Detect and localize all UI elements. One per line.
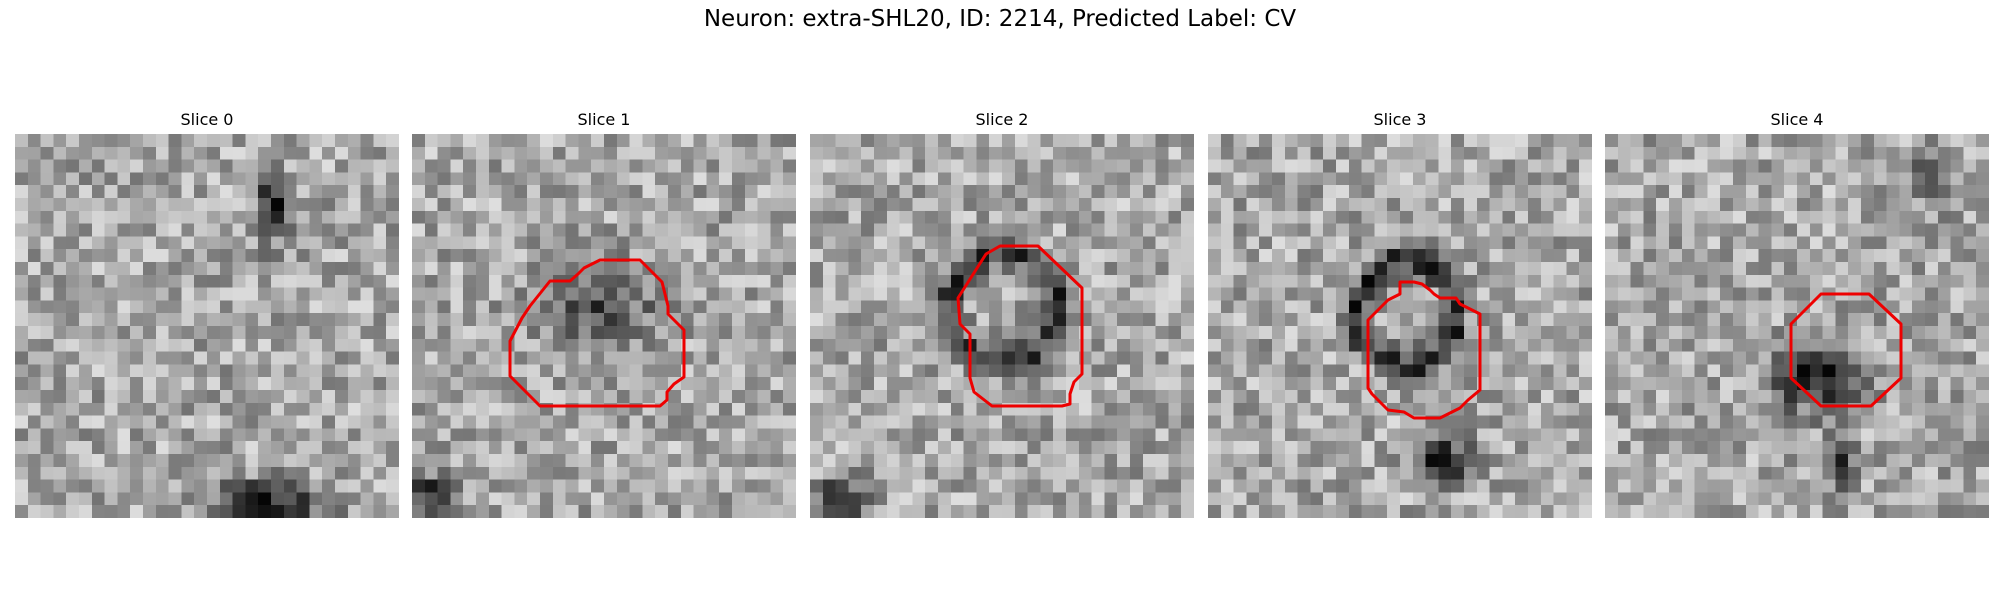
slice-title-2: Slice 2 bbox=[975, 110, 1029, 129]
segmentation-outline bbox=[956, 244, 1084, 408]
slice-title-3: Slice 3 bbox=[1373, 110, 1427, 129]
slice-panel-1: Slice 1 bbox=[412, 109, 796, 518]
slice-panel-4: Slice 4 bbox=[1605, 109, 1989, 518]
slice-title-1: Slice 1 bbox=[577, 110, 631, 129]
slice-panel-3: Slice 3 bbox=[1208, 109, 1592, 518]
slice-image-4 bbox=[1605, 134, 1989, 518]
segmentation-outline bbox=[508, 258, 686, 408]
slice-image-1 bbox=[412, 134, 796, 518]
grayscale-image bbox=[412, 134, 796, 518]
slice-image-2 bbox=[810, 134, 1194, 518]
grayscale-image bbox=[15, 134, 399, 518]
slice-title-4: Slice 4 bbox=[1770, 110, 1824, 129]
grayscale-image bbox=[810, 134, 1194, 518]
figure-title: Neuron: extra-SHL20, ID: 2214, Predicted… bbox=[703, 6, 1297, 32]
segmentation-outline bbox=[1366, 280, 1482, 420]
slice-image-3 bbox=[1208, 134, 1592, 518]
slice-title-0: Slice 0 bbox=[180, 110, 234, 129]
grayscale-image bbox=[1605, 134, 1989, 518]
slice-image-0 bbox=[15, 134, 399, 518]
slice-panel-0: Slice 0 bbox=[15, 109, 399, 518]
grayscale-image bbox=[1208, 134, 1592, 518]
segmentation-outline bbox=[1789, 292, 1903, 408]
slice-panel-2: Slice 2 bbox=[810, 109, 1194, 518]
